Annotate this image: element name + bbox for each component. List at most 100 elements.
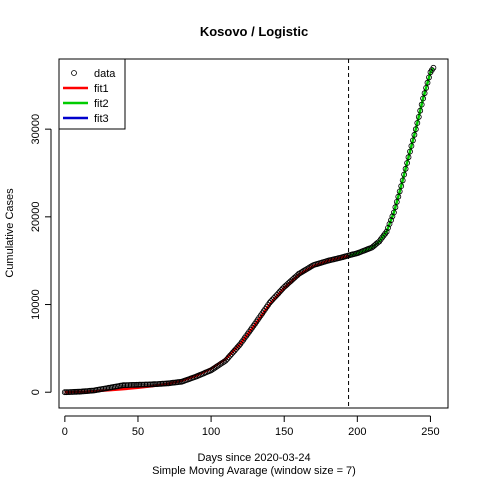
data-point: [227, 352, 234, 359]
data-point: [228, 351, 235, 357]
y-tick-label: 30000: [30, 114, 42, 145]
data-point: [408, 143, 415, 149]
data-point: [430, 64, 437, 71]
data-point: [301, 267, 308, 274]
legend-label-fit3: fit3: [94, 113, 109, 125]
x-tick-label: 150: [275, 426, 293, 438]
data-point: [212, 364, 219, 371]
data-point: [268, 298, 274, 305]
data-point: [208, 367, 215, 374]
data-point: [224, 356, 231, 362]
legend-label-fit2: fit2: [94, 98, 109, 110]
data-point: [278, 287, 285, 294]
data-points: [61, 64, 437, 396]
data-point: [143, 381, 150, 388]
legend-label-fit1: fit1: [94, 83, 109, 95]
x-axis-label: Days since 2020-03-24: [197, 452, 310, 464]
x-axis-subtitle: Simple Moving Avarage (window size = 7): [152, 465, 356, 477]
x-tick-label: 50: [132, 426, 144, 438]
data-point: [211, 365, 217, 372]
legend-label-data: data: [94, 68, 116, 80]
data-point: [388, 217, 394, 224]
data-point: [383, 228, 390, 235]
data-point: [402, 165, 409, 172]
data-point: [126, 382, 133, 388]
data-point: [271, 295, 277, 301]
data-point: [298, 269, 305, 276]
data-point: [269, 296, 276, 303]
chart-title: Kosovo / Logistic: [200, 24, 308, 39]
data-point: [401, 171, 408, 178]
data-point: [304, 265, 311, 272]
data-point: [129, 381, 136, 388]
data-point: [230, 349, 236, 356]
data-point: [225, 354, 232, 361]
data-point: [421, 90, 428, 97]
data-point: [276, 288, 283, 295]
data-point: [67, 389, 74, 395]
data-point: [219, 359, 226, 366]
data-point: [418, 101, 425, 108]
x-tick-label: 250: [421, 426, 439, 438]
data-point: [426, 74, 432, 81]
data-point: [216, 361, 223, 368]
y-tick-label: 10000: [30, 289, 42, 320]
x-tick-label: 100: [202, 426, 220, 438]
data-point: [231, 347, 238, 354]
data-point: [275, 290, 282, 297]
data-point: [407, 148, 413, 155]
data-point: [300, 268, 307, 275]
data-point: [273, 291, 280, 298]
data-point: [389, 213, 396, 220]
data-point: [393, 198, 400, 205]
data-point: [306, 264, 313, 271]
x-tick-label: 200: [348, 426, 366, 438]
data-point: [133, 381, 140, 388]
data-point: [392, 204, 399, 211]
data-point: [213, 363, 220, 370]
data-point: [266, 299, 273, 306]
data-point: [405, 154, 412, 161]
legend: data fit1 fit2 fit3: [58, 58, 126, 130]
data-point: [415, 114, 422, 120]
data-point: [61, 389, 68, 396]
data-point: [395, 193, 402, 200]
data-point: [420, 95, 427, 102]
data-point: [218, 360, 225, 367]
y-axis-label: Cumulative Cases: [4, 188, 16, 278]
data-point: [396, 188, 403, 195]
data-point: [120, 382, 127, 389]
data-point: [386, 221, 393, 227]
data-point: [222, 357, 229, 364]
data-point: [297, 270, 304, 276]
data-point: [272, 293, 279, 300]
data-point: [424, 79, 431, 86]
data-point: [412, 126, 419, 133]
data-point: [409, 137, 416, 144]
plot-frame: [58, 58, 449, 409]
data-point: [404, 160, 411, 166]
data-point: [235, 342, 242, 349]
x-axis: 0 50 100 150 200 250: [62, 415, 440, 438]
data-point: [385, 224, 391, 231]
data-point: [234, 344, 241, 351]
data-point: [417, 107, 424, 114]
data-point: [423, 85, 430, 91]
data-point: [390, 209, 397, 216]
data-point: [215, 362, 222, 369]
data-point: [307, 263, 314, 270]
legend-marker-data: [71, 70, 77, 76]
data-point: [379, 234, 386, 241]
data-point: [411, 131, 418, 138]
data-point: [152, 381, 159, 388]
data-point: [75, 388, 81, 395]
data-point: [398, 183, 405, 190]
data-point: [303, 266, 310, 273]
data-point: [136, 381, 143, 388]
data-point: [279, 285, 286, 292]
data-point: [414, 120, 421, 126]
x-tick-label: 0: [62, 426, 68, 438]
data-point: [209, 366, 216, 373]
data-point: [233, 346, 239, 352]
